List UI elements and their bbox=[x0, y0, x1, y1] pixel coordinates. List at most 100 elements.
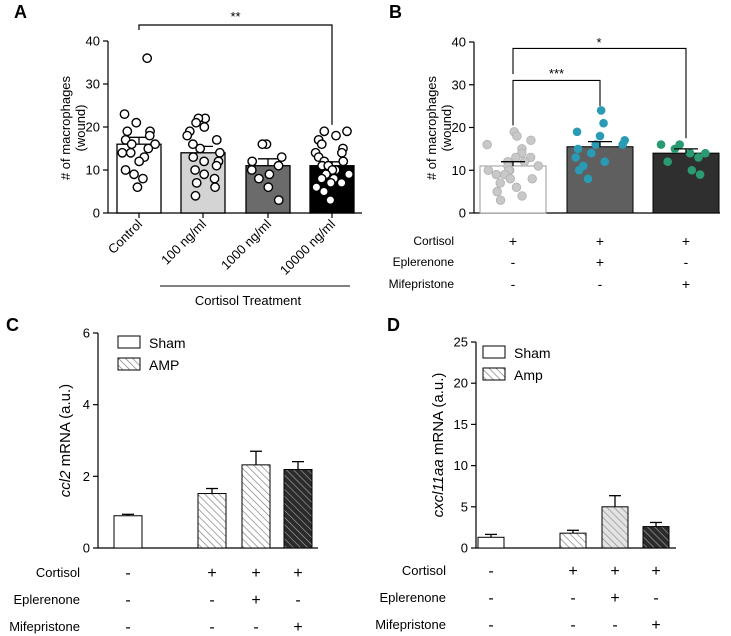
panel-d-bar-3 bbox=[559, 532, 587, 549]
panel-b-data-point bbox=[695, 170, 705, 179]
panel-d-treatment-sign: + bbox=[610, 590, 619, 607]
panel-a-data-point bbox=[134, 156, 145, 167]
panel-b-data-point bbox=[694, 153, 703, 162]
panel-a-data-point bbox=[195, 143, 206, 154]
panel-a-data-point bbox=[132, 182, 143, 193]
panel-a-data-point bbox=[190, 165, 201, 175]
panel-b-data-point bbox=[482, 139, 492, 150]
panel-a-data-point bbox=[263, 182, 274, 193]
panel-c-bar-1 bbox=[113, 515, 143, 549]
panel-b-bar-3 bbox=[652, 152, 720, 214]
panel-b-data-point bbox=[573, 144, 583, 154]
panel-b-data-point bbox=[595, 131, 605, 141]
panel-b-treatment-sign: + bbox=[596, 233, 604, 249]
panel-d-treatment-sign: + bbox=[651, 617, 660, 634]
panel-c-y-axis-title: ccl2 mRNA (a.u.) bbox=[57, 384, 74, 497]
panel-c-legend-swatch-sham bbox=[117, 335, 141, 349]
panel-d-y-tick-label: 10 bbox=[454, 458, 468, 473]
panel-c-treatment-sign: - bbox=[209, 619, 214, 636]
panel-label-c: C bbox=[6, 315, 19, 335]
panel-d-treatment-sign: + bbox=[610, 563, 619, 580]
panel-c-y-tick-label: 2 bbox=[83, 469, 90, 484]
panel-b-data-point bbox=[492, 186, 502, 197]
panel-a-data-point bbox=[188, 152, 199, 163]
panel-d-legend-swatch-amp bbox=[482, 367, 506, 381]
panel-a-data-point bbox=[191, 117, 201, 128]
panel-b-y-axis-title: # of macrophages(wound) bbox=[424, 75, 454, 180]
panel-a-data-point bbox=[117, 147, 128, 158]
panel-c-treatment-sign: + bbox=[251, 565, 260, 582]
panel-b-y-axis-title-line: # of macrophages bbox=[424, 75, 439, 180]
panel-b-data-point bbox=[618, 140, 627, 149]
panel-a-y-tick-label: 10 bbox=[86, 163, 100, 178]
panel-a-data-point bbox=[211, 134, 222, 145]
panel-a-data-point bbox=[246, 165, 257, 175]
panel-a-data-point bbox=[138, 173, 148, 184]
panel-d-treatment-sign: + bbox=[651, 563, 660, 580]
panel-d-y-tick-label: 0 bbox=[461, 541, 468, 556]
panel-a-data-point bbox=[342, 126, 352, 137]
panel-a-data-point bbox=[142, 53, 153, 64]
panel-b-treatment-sign: + bbox=[596, 254, 604, 270]
panel-a-x-tick-label: 100 ng/ml bbox=[158, 216, 209, 267]
panel-a-data-point bbox=[336, 147, 347, 158]
panel-a-data-point bbox=[331, 130, 341, 141]
panel-a-data-point bbox=[182, 130, 193, 141]
panel-a-significance-label: ** bbox=[230, 9, 240, 24]
panel-b-data-point bbox=[491, 169, 502, 180]
panel-b-data-point bbox=[495, 178, 505, 188]
panel-d-treatment-label-mifepristone: Mifepristone bbox=[375, 617, 446, 632]
panel-a-data-point bbox=[316, 173, 327, 184]
panel-a-data-point bbox=[344, 169, 354, 180]
panel-c-treatment-label-cortisol: Cortisol bbox=[36, 565, 80, 580]
panel-a-data-point bbox=[144, 130, 155, 141]
panel-a-y-axis-title-line: (wound) bbox=[73, 105, 88, 152]
panel-b-data-point bbox=[495, 195, 506, 205]
panel-b-data-point bbox=[572, 127, 582, 137]
panel-a-data-point bbox=[190, 190, 201, 201]
panel-d-treatment-sign: - bbox=[570, 590, 575, 607]
panel-d-treatment-label-eplerenone: Eplerenone bbox=[380, 590, 447, 605]
panel-d-legend-label: Sham bbox=[514, 345, 551, 361]
panel-b-data-point bbox=[512, 131, 522, 141]
panel-a-data-point bbox=[199, 156, 210, 167]
panel-a-data-point bbox=[120, 165, 131, 175]
panel-a-data-point bbox=[336, 177, 347, 188]
panel-c-y-axis-title-rest: mRNA (a.u.) bbox=[57, 384, 74, 471]
panel-a-data-point bbox=[143, 143, 154, 154]
panel-c-bar-5 bbox=[283, 469, 313, 549]
panel-a-data-point bbox=[273, 195, 284, 206]
panel-d-y-axis-title-gene: cxcl11aa bbox=[430, 459, 447, 517]
panel-b-significance-bracket bbox=[512, 79, 601, 126]
panel-b-treatment-sign: - bbox=[598, 276, 603, 292]
panel-b-treatment-sign: + bbox=[682, 276, 690, 292]
panel-a-data-point bbox=[122, 126, 133, 137]
panel-c-legend-label: Sham bbox=[149, 335, 186, 351]
panel-a-significance-bracket bbox=[138, 24, 333, 125]
panel-a-data-point bbox=[199, 169, 210, 180]
panel-b-significance-label: * bbox=[596, 35, 601, 50]
panel-b-y-tick-label: 0 bbox=[459, 206, 466, 221]
panel-b-data-point bbox=[571, 153, 581, 162]
panel-a-data-point bbox=[273, 160, 284, 171]
panel-b-data-point bbox=[583, 174, 593, 184]
panel-a-data-point bbox=[325, 195, 336, 206]
panel-c-treatment-sign: - bbox=[295, 592, 300, 609]
panel-b-data-point bbox=[505, 174, 516, 184]
panel-b-data-point bbox=[527, 174, 537, 184]
panel-c-y-tick-label: 6 bbox=[83, 326, 90, 341]
panel-c-treatment-sign: + bbox=[293, 619, 302, 636]
panel-d-treatment-sign: - bbox=[570, 617, 575, 634]
panel-d-treatment-sign: - bbox=[653, 590, 658, 607]
panel-a-x-axis-title: Cortisol Treatment bbox=[195, 293, 302, 308]
panel-c-treatment-sign: - bbox=[209, 592, 214, 609]
panel-b-data-point bbox=[574, 165, 584, 175]
panel-a-data-point bbox=[257, 139, 268, 150]
panel-a-data-point bbox=[131, 117, 142, 128]
panel-a-data-point bbox=[210, 182, 220, 193]
panel-d-treatment-sign: - bbox=[488, 617, 493, 634]
panel-a-y-axis-title-line: # of macrophages bbox=[58, 75, 73, 180]
panel-c-treatment-label-eplerenone: Eplerenone bbox=[14, 592, 81, 607]
panel-a-data-point bbox=[150, 139, 160, 150]
